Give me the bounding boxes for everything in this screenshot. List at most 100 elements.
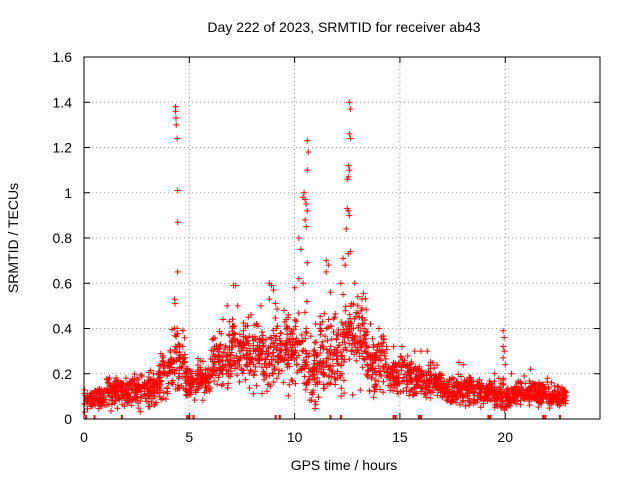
data-point	[390, 343, 397, 350]
data-point	[142, 395, 149, 402]
data-point	[229, 337, 236, 344]
data-point	[554, 401, 561, 408]
data-point	[319, 343, 326, 350]
data-point	[365, 362, 372, 369]
data-point	[272, 337, 279, 344]
data-point	[225, 331, 232, 338]
data-point	[347, 135, 354, 142]
data-point	[298, 366, 305, 373]
data-point	[155, 371, 162, 378]
data-point	[323, 346, 330, 353]
data-point	[427, 380, 434, 387]
data-point	[213, 366, 220, 373]
data-point	[312, 381, 319, 388]
data-point	[423, 382, 430, 389]
data-point	[175, 373, 182, 380]
data-point	[337, 374, 344, 381]
data-point	[445, 381, 452, 388]
data-point	[446, 377, 453, 384]
data-point	[259, 332, 266, 339]
data-point	[128, 402, 135, 409]
data-point	[334, 344, 341, 351]
data-point	[394, 388, 401, 395]
data-point	[305, 377, 312, 384]
data-point	[503, 389, 510, 396]
data-point	[87, 393, 94, 400]
data-point	[171, 370, 178, 377]
data-point	[517, 401, 524, 408]
data-point	[115, 395, 122, 402]
data-point	[484, 397, 491, 404]
data-point	[332, 376, 339, 383]
data-point	[265, 344, 272, 351]
data-point	[224, 384, 231, 391]
data-point	[343, 225, 350, 232]
data-point	[288, 354, 295, 361]
data-point	[412, 363, 419, 370]
data-point	[491, 384, 498, 391]
data-point	[362, 332, 369, 339]
data-point	[151, 393, 158, 400]
data-point	[352, 332, 359, 339]
data-point	[227, 373, 234, 380]
data-point	[325, 262, 332, 269]
data-point	[491, 370, 498, 377]
data-point	[313, 368, 320, 375]
data-point	[497, 394, 504, 401]
data-point	[250, 342, 257, 349]
data-point	[358, 307, 365, 314]
data-point	[237, 340, 244, 347]
data-point	[538, 398, 545, 405]
data-point	[145, 374, 152, 381]
data-point	[321, 364, 328, 371]
data-point	[391, 364, 398, 371]
data-point	[209, 336, 216, 343]
data-point	[439, 389, 446, 396]
data-point	[505, 388, 512, 395]
data-point	[209, 367, 216, 374]
data-point	[293, 361, 300, 368]
data-point	[180, 355, 187, 362]
data-point	[239, 344, 246, 351]
data-point	[457, 401, 464, 408]
data-point	[220, 316, 227, 323]
data-point	[513, 389, 520, 396]
data-point	[514, 398, 521, 405]
data-point	[331, 370, 338, 377]
data-point	[297, 246, 304, 253]
data-point	[403, 374, 410, 381]
data-point	[108, 401, 115, 408]
data-point	[173, 344, 180, 351]
data-point	[200, 358, 207, 365]
data-point	[156, 368, 163, 375]
data-point	[165, 380, 172, 387]
data-point	[363, 306, 370, 313]
data-point	[251, 372, 258, 379]
data-point	[214, 381, 221, 388]
data-point	[300, 280, 307, 287]
data-point	[454, 383, 461, 390]
data-point	[86, 399, 93, 406]
data-point	[323, 268, 330, 275]
data-point	[164, 390, 171, 397]
data-point	[215, 348, 222, 355]
data-point	[325, 324, 332, 331]
data-point	[346, 167, 353, 174]
data-point	[387, 371, 394, 378]
data-point	[129, 376, 136, 383]
data-point	[330, 329, 337, 336]
data-point	[548, 379, 555, 386]
data-point	[236, 378, 243, 385]
data-point	[278, 367, 285, 374]
data-point	[526, 402, 533, 409]
data-point	[153, 399, 160, 406]
data-point	[557, 386, 564, 393]
data-point	[427, 372, 434, 379]
data-point	[455, 371, 462, 378]
data-point	[247, 367, 254, 374]
data-point	[376, 386, 383, 393]
x-tick-label: 5	[185, 429, 193, 445]
data-point	[156, 394, 163, 401]
data-point	[149, 378, 156, 385]
data-point	[434, 392, 441, 399]
